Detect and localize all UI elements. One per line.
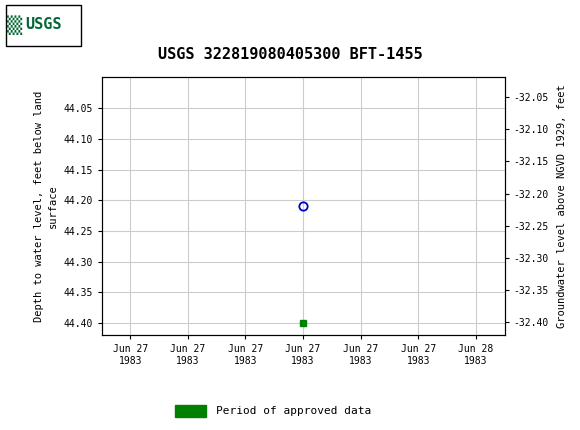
Text: USGS: USGS [26,17,61,32]
Text: USGS 322819080405300 BFT-1455: USGS 322819080405300 BFT-1455 [158,47,422,62]
FancyBboxPatch shape [6,5,81,46]
Text: ▒: ▒ [6,15,21,34]
Y-axis label: Groundwater level above NGVD 1929, feet: Groundwater level above NGVD 1929, feet [557,85,567,328]
Bar [175,405,206,417]
Y-axis label: Depth to water level, feet below land
surface: Depth to water level, feet below land su… [34,91,57,322]
Text: Period of approved data: Period of approved data [216,405,371,416]
